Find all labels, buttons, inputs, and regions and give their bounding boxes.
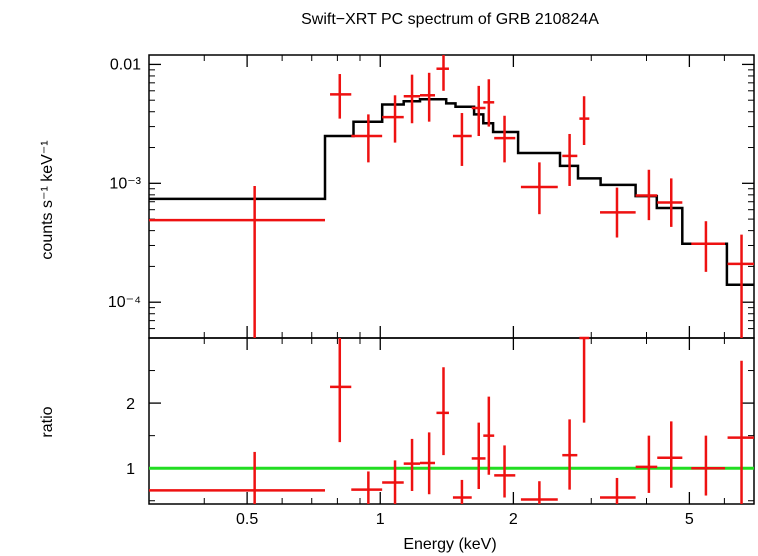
spectrum-data-point (351, 114, 383, 163)
spectrum-data-point (562, 133, 578, 186)
ratio-data-point (727, 360, 754, 504)
ratio-data-point (494, 445, 516, 498)
spectrum-data-point (452, 113, 472, 166)
ratio-y-tick-label: 1 (126, 461, 135, 478)
ratio-panel-frame (148, 337, 755, 505)
ratio-data-point (403, 438, 421, 491)
y-tick-label: 0.01 (110, 56, 141, 73)
spectrum-data-point (579, 96, 590, 146)
spectrum-data-point (471, 85, 486, 136)
spectrum-data-point (420, 72, 436, 122)
ratio-data-point (330, 338, 352, 443)
ratio-y-tick-label: 2 (126, 396, 135, 413)
spectrum-y-axis-label: counts s⁻¹ keV⁻¹ (39, 140, 56, 259)
ratio-data-point (149, 451, 325, 504)
x-tick-label: 1 (376, 511, 385, 528)
ratio-data-point (520, 481, 558, 504)
ratio-data-point (579, 336, 590, 423)
ratio-data-point (351, 471, 383, 504)
spectrum-data-point (149, 185, 325, 338)
ratio-data-point (382, 460, 404, 504)
spectrum-data-point (436, 55, 449, 91)
y-tick-label: 10⁻³ (109, 175, 141, 192)
data-points-layer (149, 55, 754, 504)
spectrum-data-point (330, 74, 352, 119)
y-tick-label: 10⁻⁴ (108, 294, 141, 311)
ratio-data-point (436, 367, 449, 456)
spectrum-data-point (691, 221, 726, 272)
spectrum-data-point (382, 95, 404, 143)
spectrum-data-point (600, 187, 636, 238)
ratio-data-point (600, 477, 636, 504)
spectrum-data-point (727, 234, 754, 338)
x-tick-label: 5 (685, 511, 694, 528)
ratio-data-point (483, 396, 495, 475)
spectrum-data-point (635, 169, 658, 221)
x-axis-label: Energy (keV) (403, 536, 496, 553)
spectrum-data-point (520, 162, 558, 215)
ratio-data-point (471, 422, 486, 490)
model-layer (149, 97, 754, 287)
spectrum-data-point (483, 79, 495, 127)
ratio-data-point (657, 421, 683, 488)
ratio-data-point (562, 419, 578, 490)
ratio-y-axis-label: ratio (39, 406, 56, 437)
tick-layer: 0.5 1 2 5 0.01 10⁻³ 10⁻⁴ 1 2 (108, 55, 755, 528)
x-tick-label: 0.5 (236, 511, 258, 528)
ratio-data-point (420, 432, 436, 495)
ratio-data-point (635, 435, 658, 493)
spectrum-panel-frame (148, 54, 755, 339)
spectrum-data-point (657, 178, 683, 227)
model-step-line (149, 97, 754, 287)
chart-title: Swift−XRT PC spectrum of GRB 210824A (301, 11, 599, 28)
spectrum-data-point (494, 115, 516, 163)
spectrum-data-point (403, 74, 421, 124)
ratio-data-point (452, 479, 472, 504)
ratio-data-point (691, 435, 726, 496)
x-tick-label: 2 (509, 511, 518, 528)
